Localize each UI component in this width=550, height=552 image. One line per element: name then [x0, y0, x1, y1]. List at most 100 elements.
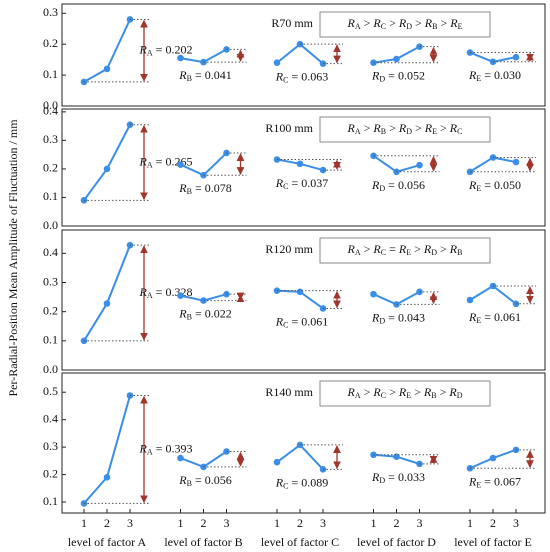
ranking-box	[319, 380, 491, 407]
range-label: RD = 0.033	[371, 470, 425, 485]
data-point	[393, 55, 400, 63]
range-label: RC = 0.089	[275, 475, 328, 490]
y-tick-label: 0.2	[43, 161, 58, 175]
x-tick-label: 1	[178, 516, 184, 530]
range-label: RE = 0.050	[468, 178, 521, 193]
y-tick-label: 0.1	[43, 189, 58, 203]
data-point	[296, 288, 304, 296]
data-point	[489, 454, 497, 462]
series-line	[83, 395, 131, 505]
y-tick-label: 0.0	[43, 362, 58, 376]
x-tick-label: 2	[201, 516, 207, 530]
series-line	[83, 124, 131, 201]
x-tick-label: 2	[394, 516, 400, 530]
y-tick-label: 0.5	[43, 384, 58, 398]
panel-title: R120 mm	[265, 242, 313, 256]
series-line	[83, 244, 131, 342]
y-tick-label: 0.1	[43, 333, 58, 347]
x-tick-label: 1	[371, 516, 377, 530]
range-label: RE = 0.067	[468, 474, 521, 489]
x-tick-label: 3	[417, 516, 423, 530]
y-tick-label: 0.0	[43, 218, 58, 232]
range-label: RB = 0.041	[178, 68, 231, 83]
ranking-box	[319, 237, 491, 264]
range-label: RB = 0.078	[178, 181, 231, 196]
y-tick-label: 0.2	[43, 466, 58, 480]
data-point	[103, 474, 111, 481]
range-label: RD = 0.056	[371, 178, 425, 193]
ranking: RA > RC > RD > RB > RE	[347, 16, 463, 31]
x-axis-label: level of factor B	[164, 535, 242, 549]
data-point	[177, 54, 184, 62]
ranking-box	[319, 116, 491, 143]
range-label: RE = 0.061	[468, 310, 521, 325]
y-tick-label: 0.3	[43, 439, 58, 453]
y-tick-label: 0.3	[43, 5, 58, 19]
panel-frame	[61, 108, 546, 227]
y-axis-label: Per-Radial-Position Mean Amplitude of Fl…	[6, 119, 20, 397]
x-tick-label: 1	[81, 516, 87, 530]
range-label: RA = 0.393	[139, 441, 193, 456]
data-point	[273, 59, 281, 67]
range-label: RC = 0.037	[275, 176, 328, 191]
y-tick-label: 0.3	[43, 132, 58, 146]
range-label: RD = 0.052	[371, 68, 425, 83]
data-point	[296, 160, 304, 168]
x-tick-label: 3	[513, 516, 519, 530]
panel-frame	[61, 372, 546, 514]
x-tick-label: 3	[320, 516, 326, 530]
y-tick-label: 0.1	[43, 494, 58, 508]
data-point	[103, 300, 111, 307]
x-tick-label: 1	[467, 516, 473, 530]
series-line	[276, 443, 324, 471]
panel-frame	[61, 229, 546, 371]
data-point	[466, 296, 474, 304]
data-point	[273, 458, 281, 466]
range-label: RC = 0.061	[275, 314, 328, 329]
range-label: RA = 0.202	[139, 42, 193, 57]
y-tick-label: 0.4	[43, 411, 58, 425]
y-tick-label: 0.4	[43, 245, 58, 259]
x-tick-label: 3	[127, 516, 133, 530]
data-point	[177, 454, 184, 462]
range-label: RC = 0.063	[275, 69, 328, 84]
x-axis-label: level of factor E	[454, 535, 532, 549]
panel-title: R140 mm	[265, 385, 313, 399]
x-tick-label: 1	[274, 516, 280, 530]
data-point	[416, 161, 423, 169]
panel-title: R100 mm	[265, 121, 313, 135]
ranking: RA > RB > RD > RE > RC	[347, 121, 463, 136]
range-label: RD = 0.043	[371, 310, 425, 325]
ranking: RA > RC = RE > RD > RB	[347, 242, 463, 257]
range-label: RE = 0.030	[468, 68, 521, 83]
x-tick-label: 2	[104, 516, 110, 530]
x-tick-label: 2	[297, 516, 303, 530]
data-point	[512, 53, 520, 61]
data-point	[177, 161, 184, 168]
range-label: RA = 0.328	[139, 285, 193, 300]
y-tick-label: 0.2	[43, 303, 58, 317]
panel-title: R70 mm	[271, 16, 313, 30]
x-axis-label: level of factor A	[68, 535, 147, 549]
y-tick-label: 0.4	[43, 104, 58, 118]
ranking-box	[319, 11, 491, 38]
y-tick-label: 0.2	[43, 36, 58, 50]
x-axis-label: level of factor C	[261, 535, 339, 549]
y-tick-label: 0.3	[43, 274, 58, 288]
series-line	[83, 19, 131, 83]
ranking: RA > RC > RE > RB > RD	[347, 385, 463, 400]
data-point	[103, 165, 111, 173]
range-label: RB = 0.022	[178, 306, 231, 321]
y-tick-label: 0.0	[43, 98, 58, 112]
data-point	[103, 65, 111, 73]
data-point	[177, 292, 184, 299]
y-tick-label: 0.1	[43, 67, 58, 81]
range-label: RB = 0.056	[178, 473, 231, 488]
data-point	[512, 158, 520, 166]
x-axis-label: level of factor D	[357, 535, 436, 549]
x-tick-label: 3	[224, 516, 230, 530]
panel-frame	[61, 3, 546, 107]
data-point	[370, 290, 377, 298]
x-tick-label: 2	[490, 516, 496, 530]
